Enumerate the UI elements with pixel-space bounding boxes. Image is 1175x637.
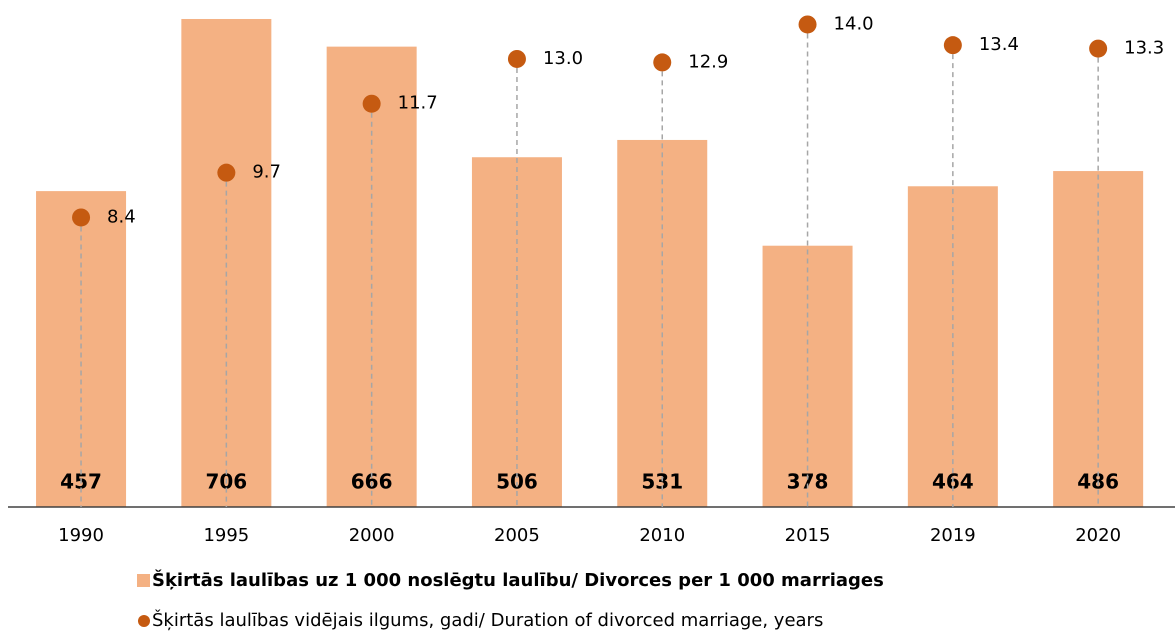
- dot: [72, 208, 91, 227]
- dot: [217, 163, 236, 182]
- dot-value-label: 12.9: [688, 51, 728, 72]
- x-tick-label: 2005: [494, 525, 540, 546]
- dot: [1089, 39, 1108, 58]
- dot-value-label: 13.3: [1124, 38, 1164, 59]
- dot-value-label: 13.4: [979, 34, 1019, 55]
- x-tick-label: 2015: [785, 525, 831, 546]
- dot: [798, 15, 817, 34]
- dot: [362, 94, 381, 113]
- x-tick-label: 2019: [930, 525, 976, 546]
- x-tick-label: 2000: [349, 525, 395, 546]
- dot-value-label: 8.4: [107, 206, 136, 227]
- bar-value-label: 378: [787, 470, 829, 494]
- x-tick-label: 2010: [639, 525, 685, 546]
- dot-value-label: 11.7: [398, 93, 438, 114]
- x-tick-label: 1995: [203, 525, 249, 546]
- dot: [653, 53, 672, 72]
- x-tick-label: 1990: [58, 525, 104, 546]
- dot-value-label: 14.0: [834, 13, 874, 34]
- legend-label: Šķirtās laulības uz 1 000 noslēgtu laulī…: [152, 569, 884, 591]
- dot: [943, 36, 962, 55]
- legend-label: Šķirtās laulības vidējais ilgums, gadi/ …: [152, 609, 823, 631]
- dot-value-label: 9.7: [252, 162, 281, 183]
- x-tick-label: 2020: [1075, 525, 1121, 546]
- legend-swatch: [137, 574, 150, 587]
- legend-swatch: [138, 615, 150, 627]
- dot: [507, 49, 526, 68]
- dot-value-label: 13.0: [543, 48, 583, 69]
